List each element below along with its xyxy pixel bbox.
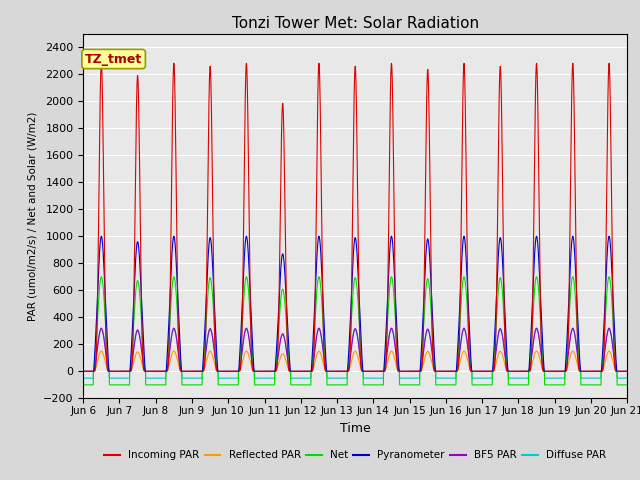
Legend: Incoming PAR, Reflected PAR, Net, Pyranometer, BF5 PAR, Diffuse PAR: Incoming PAR, Reflected PAR, Net, Pyrano… [100, 446, 611, 464]
X-axis label: Time: Time [340, 421, 371, 434]
Title: Tonzi Tower Met: Solar Radiation: Tonzi Tower Met: Solar Radiation [232, 16, 479, 31]
Text: TZ_tmet: TZ_tmet [85, 52, 142, 65]
Y-axis label: PAR (umol/m2/s) / Net and Solar (W/m2): PAR (umol/m2/s) / Net and Solar (W/m2) [28, 111, 37, 321]
